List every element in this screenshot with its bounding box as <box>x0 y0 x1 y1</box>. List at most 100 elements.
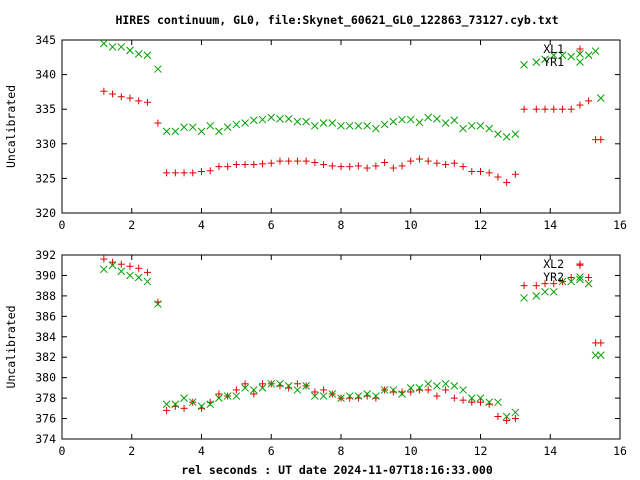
data-point <box>415 118 424 127</box>
data-point <box>380 120 389 129</box>
y-tick-label: 378 <box>35 391 56 405</box>
data-point <box>180 169 188 177</box>
data-point <box>206 167 214 175</box>
data-point <box>494 173 502 181</box>
data-point <box>532 292 541 300</box>
legend-marker <box>576 273 584 281</box>
data-point <box>163 406 171 414</box>
data-point <box>468 398 476 406</box>
data-point <box>258 384 267 392</box>
data-point <box>494 130 502 138</box>
data-point <box>117 267 126 276</box>
data-point <box>143 268 151 276</box>
data-point <box>198 167 205 175</box>
data-point <box>549 51 558 60</box>
y-tick-label: 388 <box>35 289 56 303</box>
data-point <box>284 381 293 390</box>
data-point <box>441 119 450 127</box>
data-point <box>476 394 485 402</box>
data-point <box>320 386 328 394</box>
data-point <box>585 97 593 105</box>
data-point <box>485 398 494 407</box>
data-point <box>319 392 328 400</box>
y-tick-label: 340 <box>35 68 56 82</box>
data-point <box>346 163 354 171</box>
data-point <box>232 161 240 169</box>
data-point <box>354 121 363 130</box>
data-point <box>224 163 232 171</box>
data-point <box>117 260 125 268</box>
data-point <box>532 58 541 66</box>
data-point <box>433 159 441 167</box>
data-point <box>232 392 241 400</box>
data-point <box>424 386 432 394</box>
data-point <box>126 46 134 55</box>
data-point <box>532 105 540 113</box>
y-tick-label: 330 <box>35 137 56 151</box>
data-point <box>372 124 380 133</box>
chart-title: HIRES continuum, GL0, file:Skynet_60621_… <box>115 13 558 28</box>
data-point <box>459 386 467 394</box>
data-point <box>459 396 467 404</box>
data-point <box>232 120 241 129</box>
data-point <box>276 379 284 388</box>
data-point <box>550 280 558 288</box>
x-tick-label: 10 <box>404 444 418 458</box>
data-point <box>143 51 152 60</box>
data-point <box>558 277 567 286</box>
y-tick-label: 390 <box>35 268 56 282</box>
data-point <box>311 158 319 166</box>
data-point <box>154 119 162 127</box>
data-point <box>511 415 519 423</box>
data-point <box>108 43 117 51</box>
data-point <box>511 408 520 417</box>
data-point <box>567 52 576 61</box>
data-point <box>215 394 223 402</box>
x-tick-label: 16 <box>613 218 627 232</box>
data-point <box>511 170 519 178</box>
data-point <box>389 386 398 394</box>
data-point <box>302 157 310 165</box>
legend-marker <box>576 260 584 268</box>
y-tick-label: 382 <box>35 350 56 364</box>
data-point <box>398 115 406 124</box>
data-point <box>267 113 276 122</box>
x-tick-label: 14 <box>543 444 557 458</box>
y-tick-label: 345 <box>35 33 56 47</box>
data-point <box>502 412 511 421</box>
data-point <box>597 136 605 144</box>
data-point <box>450 394 458 402</box>
data-point <box>267 159 275 167</box>
data-point <box>232 386 240 394</box>
data-point <box>276 115 284 123</box>
data-point <box>576 275 584 284</box>
data-point <box>109 90 117 98</box>
data-point <box>433 115 441 123</box>
data-point <box>293 380 301 388</box>
data-point <box>442 161 450 169</box>
data-point <box>337 394 345 402</box>
data-point <box>541 105 549 113</box>
data-point <box>134 273 143 282</box>
legend-label: XL1 <box>543 42 564 56</box>
data-point <box>550 105 558 113</box>
data-point <box>468 167 476 175</box>
data-point <box>406 115 415 124</box>
data-point <box>319 119 328 127</box>
legend-label: YR2 <box>543 270 564 284</box>
data-point <box>108 261 117 270</box>
data-point <box>310 121 319 130</box>
data-point <box>503 417 511 425</box>
data-point <box>520 105 528 113</box>
data-point <box>591 47 600 55</box>
y-tick-label: 376 <box>35 412 56 426</box>
data-point <box>442 386 450 394</box>
data-point <box>241 384 249 392</box>
x-tick-label: 0 <box>59 218 66 232</box>
data-point <box>477 167 484 175</box>
data-point <box>585 273 593 281</box>
data-point <box>206 400 215 409</box>
data-point <box>328 119 337 127</box>
data-point <box>567 273 575 281</box>
